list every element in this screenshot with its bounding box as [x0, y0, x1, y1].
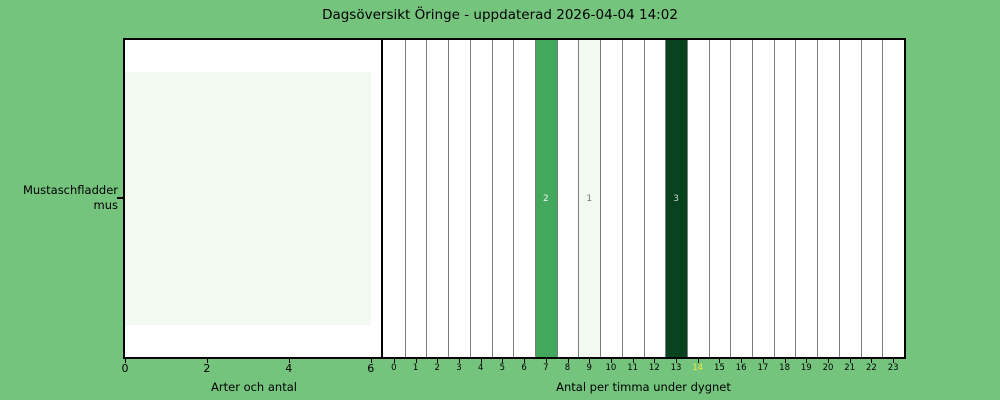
hour-tick-label: 3: [456, 363, 462, 373]
left-x-axis-label: Arter och antal: [211, 380, 297, 394]
species-name-line2: mus: [93, 198, 118, 212]
hour-tick-label: 11: [627, 363, 639, 373]
hour-tick-label: 23: [887, 363, 899, 373]
hour-tick-label: 2: [434, 363, 440, 373]
hour-gridline: [578, 40, 580, 357]
hour-tick-mark: [393, 359, 395, 363]
hour-tick-label: 0: [391, 363, 397, 373]
hour-tick-mark: [502, 359, 504, 363]
species-name-line1: Mustaschfladder: [22, 183, 118, 197]
hour-tick-label: 16: [735, 363, 747, 373]
chart-title: Dagsöversikt Öringe - uppdaterad 2026-04…: [322, 7, 678, 23]
hour-gridline: [600, 40, 602, 357]
hour-tick-label: 19: [800, 363, 812, 373]
hour-tick-mark: [719, 359, 721, 363]
hour-gridline: [556, 40, 558, 357]
x-tick-mark: [370, 359, 372, 363]
x-tick-mark: [125, 359, 126, 363]
x-tick-mark: [206, 359, 208, 363]
hour-gridline: [513, 40, 515, 357]
hour-tick-label: 14: [692, 363, 704, 373]
hour-tick-mark: [784, 359, 786, 363]
hour-gridline: [404, 40, 406, 357]
hour-gridline: [426, 40, 428, 357]
species-count-panel: [123, 38, 385, 359]
hour-gridline: [817, 40, 819, 357]
hour-cell-value: 3: [673, 193, 679, 204]
x-tick-label: 0: [121, 362, 129, 375]
hour-tick-label: 5: [499, 363, 506, 373]
hour-tick-label: 21: [844, 363, 856, 373]
hour-gridline: [534, 40, 536, 357]
hour-tick-mark: [524, 359, 526, 363]
hour-tick-mark: [762, 359, 764, 363]
hour-gridline: [773, 40, 775, 357]
hour-tick-label: 7: [543, 363, 549, 373]
hour-cell: [665, 40, 687, 357]
hour-tick-mark: [437, 359, 439, 363]
hour-tick-mark: [806, 359, 808, 363]
hour-tick-mark: [849, 359, 851, 363]
hour-tick-mark: [567, 359, 569, 363]
hour-gridline: [491, 40, 493, 357]
hour-tick-mark: [741, 359, 743, 363]
hour-tick-mark: [654, 359, 656, 363]
hour-gridline: [686, 40, 688, 357]
hour-cell-value: 1: [586, 193, 593, 204]
hour-cell-value: 2: [542, 193, 549, 204]
hour-tick-label: 12: [648, 363, 660, 373]
hour-gridline: [448, 40, 450, 357]
hour-gridline: [882, 40, 884, 357]
hour-tick-label: 6: [521, 363, 527, 373]
hourly-count-panel: 2 1 3: [381, 38, 906, 359]
hour-tick-label: 4: [477, 363, 484, 373]
hour-tick-mark: [697, 359, 699, 363]
hour-tick-mark: [893, 359, 895, 363]
hour-tick-mark: [415, 359, 417, 363]
hour-tick-mark: [871, 359, 873, 363]
species-count-bar: [125, 71, 371, 326]
x-tick-label: 6: [367, 362, 375, 375]
x-tick-label: 4: [285, 362, 293, 375]
hour-tick-mark: [676, 359, 678, 363]
hour-gridline: [752, 40, 754, 357]
hour-tick-label: 10: [605, 363, 617, 373]
hour-tick-mark: [545, 359, 547, 363]
hour-gridline: [469, 40, 471, 357]
hour-tick-label: 20: [822, 363, 834, 373]
hour-tick-mark: [458, 359, 460, 363]
hour-gridline: [621, 40, 623, 357]
hour-gridline: [708, 40, 710, 357]
hour-gridline: [665, 40, 667, 357]
hour-cell: [534, 40, 557, 357]
hour-tick-mark: [480, 359, 482, 363]
hour-tick-mark: [589, 359, 591, 363]
right-x-axis-label: Antal per timma under dygnet: [556, 380, 731, 394]
hour-tick-mark: [610, 359, 612, 363]
hour-tick-label: 9: [586, 363, 592, 373]
hour-gridline: [838, 40, 840, 357]
hour-gridline: [860, 40, 862, 357]
hour-tick-label: 15: [714, 363, 725, 373]
hour-tick-label: 13: [670, 363, 682, 373]
hour-tick-label: 8: [564, 363, 571, 373]
y-axis-category-label: Mustaschfladder mus: [0, 183, 118, 213]
hour-tick-label: 18: [779, 363, 791, 373]
x-tick-mark: [288, 359, 290, 363]
hour-tick-label: 22: [866, 363, 877, 373]
hour-tick-label: 17: [757, 363, 769, 373]
hour-tick-mark: [632, 359, 634, 363]
hour-tick-label: 1: [412, 363, 419, 373]
hour-tick-mark: [828, 359, 830, 363]
x-tick-label: 2: [203, 362, 211, 375]
hour-gridline: [730, 40, 732, 357]
hour-gridline: [795, 40, 797, 357]
hour-cell: [578, 40, 601, 357]
hour-gridline: [643, 40, 645, 357]
y-tick-mark: [117, 197, 123, 199]
